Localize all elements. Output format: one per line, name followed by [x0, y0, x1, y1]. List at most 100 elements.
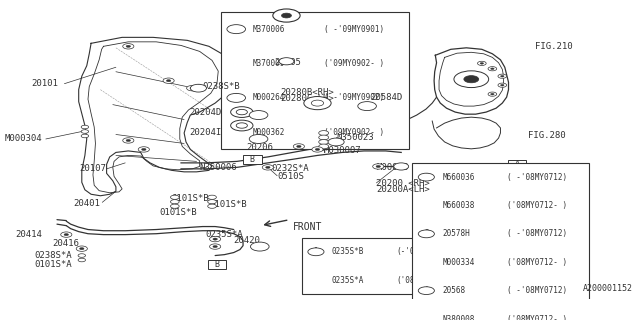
Text: ('08MY0705-): ('08MY0705-) [397, 276, 452, 285]
Text: 20204D: 20204D [189, 108, 221, 116]
Circle shape [480, 62, 484, 64]
FancyBboxPatch shape [508, 161, 527, 170]
Circle shape [279, 58, 294, 65]
Text: 20206: 20206 [246, 143, 273, 152]
Text: 20205: 20205 [274, 58, 301, 67]
Text: 20280C<LH>: 20280C<LH> [280, 94, 334, 103]
Circle shape [491, 93, 494, 95]
Circle shape [266, 166, 270, 168]
Circle shape [293, 144, 305, 149]
FancyBboxPatch shape [412, 163, 589, 320]
Circle shape [319, 135, 329, 140]
Text: 20584D: 20584D [370, 92, 403, 102]
Text: A: A [259, 117, 264, 126]
Circle shape [81, 134, 88, 138]
Circle shape [81, 125, 88, 129]
Text: 2: 2 [424, 172, 429, 181]
Text: 20414: 20414 [15, 230, 42, 239]
Text: 20578H: 20578H [442, 229, 470, 238]
Circle shape [358, 102, 376, 111]
Circle shape [491, 68, 494, 69]
Text: 0238S*A: 0238S*A [35, 251, 72, 260]
FancyBboxPatch shape [221, 12, 409, 149]
Text: 20204I: 20204I [189, 129, 221, 138]
FancyBboxPatch shape [243, 156, 262, 164]
Circle shape [141, 148, 146, 150]
Text: FIG.280: FIG.280 [529, 132, 566, 140]
Text: 20200A<LH>: 20200A<LH> [376, 185, 430, 194]
Text: 0235S*B: 0235S*B [332, 247, 364, 256]
Text: FRONT: FRONT [292, 222, 322, 232]
Circle shape [227, 93, 246, 102]
Circle shape [64, 234, 68, 236]
Text: M660038: M660038 [442, 201, 474, 210]
Circle shape [230, 120, 253, 131]
Circle shape [477, 61, 486, 66]
Circle shape [190, 87, 195, 89]
Circle shape [308, 248, 324, 256]
Circle shape [78, 258, 86, 262]
Circle shape [488, 92, 497, 96]
FancyBboxPatch shape [252, 117, 271, 126]
Text: M000334: M000334 [442, 258, 474, 267]
FancyBboxPatch shape [302, 238, 479, 294]
Text: ('08MY0712- ): ('08MY0712- ) [508, 201, 568, 210]
Text: M370009: M370009 [253, 59, 285, 68]
Text: 20401: 20401 [74, 199, 100, 208]
Circle shape [213, 238, 218, 240]
Text: ( -'08MY0712): ( -'08MY0712) [508, 172, 568, 181]
Text: N380008: N380008 [442, 315, 474, 320]
Circle shape [166, 80, 171, 82]
Text: 5: 5 [196, 84, 201, 93]
Text: M000264: M000264 [253, 93, 285, 102]
Circle shape [209, 236, 221, 242]
Circle shape [78, 254, 86, 257]
Text: 6: 6 [256, 134, 261, 143]
FancyBboxPatch shape [208, 260, 227, 269]
Circle shape [319, 131, 329, 135]
Circle shape [227, 25, 246, 34]
Text: 1: 1 [257, 242, 262, 251]
Text: M370006: M370006 [253, 25, 285, 34]
Circle shape [498, 74, 507, 78]
Circle shape [316, 148, 320, 150]
Circle shape [249, 111, 268, 120]
Circle shape [250, 242, 269, 251]
Circle shape [372, 164, 384, 169]
Circle shape [498, 83, 507, 87]
Circle shape [190, 84, 207, 92]
Text: ('09MY0902- ): ('09MY0902- ) [324, 128, 385, 137]
Text: 0101S*A: 0101S*A [35, 260, 72, 269]
Text: 0510S: 0510S [277, 172, 304, 181]
Text: B: B [250, 156, 255, 164]
Circle shape [208, 204, 216, 208]
Circle shape [163, 78, 174, 84]
Circle shape [79, 248, 84, 250]
Circle shape [284, 60, 289, 62]
Text: A: A [515, 160, 520, 170]
Text: 1: 1 [314, 247, 318, 256]
Circle shape [126, 45, 131, 47]
Text: ( -'09MY0902): ( -'09MY0902) [324, 93, 385, 102]
Circle shape [273, 9, 300, 22]
Text: ('09MY0902- ): ('09MY0902- ) [324, 59, 385, 68]
Text: M660036: M660036 [442, 172, 474, 181]
Text: M000304: M000304 [4, 134, 42, 143]
Text: 5: 5 [234, 25, 239, 34]
Circle shape [236, 123, 248, 128]
Circle shape [312, 147, 323, 152]
FancyBboxPatch shape [225, 107, 259, 129]
Text: 4: 4 [334, 138, 339, 147]
Text: 20416: 20416 [52, 239, 79, 248]
Text: ('08MY0712- ): ('08MY0712- ) [508, 258, 568, 267]
Circle shape [297, 145, 301, 148]
Circle shape [170, 200, 179, 204]
Text: M000362: M000362 [253, 128, 285, 137]
Circle shape [249, 134, 268, 143]
Circle shape [419, 230, 435, 238]
Circle shape [230, 107, 253, 117]
Circle shape [213, 245, 218, 248]
Text: B: B [214, 260, 220, 269]
Text: 0238S*B: 0238S*B [203, 82, 241, 91]
Text: 20200 <RH>: 20200 <RH> [376, 179, 430, 188]
